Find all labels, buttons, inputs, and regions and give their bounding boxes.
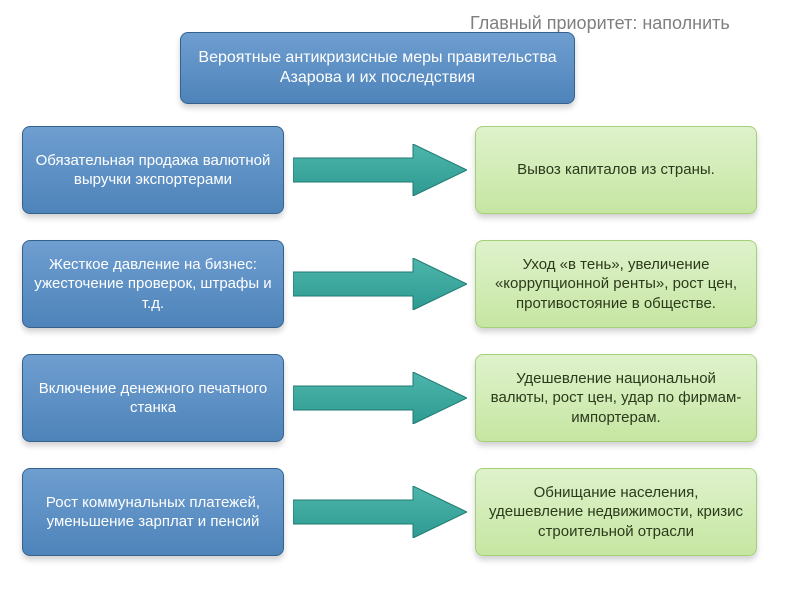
arrow-2	[293, 354, 467, 442]
header-box: Вероятные антикризисные меры правительст…	[180, 32, 575, 104]
right-box-3: Обнищание населения, удешевление недвижи…	[475, 468, 757, 556]
right-box-1: Уход «в тень», увеличение «коррупционной…	[475, 240, 757, 328]
left-column: Обязательная продажа валютной выручки эк…	[22, 126, 284, 556]
left-box-0: Обязательная продажа валютной выручки эк…	[22, 126, 284, 214]
right-box-2: Удешевление национальной валюты, рост це…	[475, 354, 757, 442]
right-column: Вывоз капиталов из страны. Уход «в тень»…	[475, 126, 757, 556]
left-box-1: Жесткое давление на бизнес: ужесточение …	[22, 240, 284, 328]
right-box-0: Вывоз капиталов из страны.	[475, 126, 757, 214]
left-box-3: Рост коммунальных платежей, уменьшение з…	[22, 468, 284, 556]
left-box-2: Включение денежного печатного станка	[22, 354, 284, 442]
arrow-3	[293, 468, 467, 556]
arrow-0	[293, 126, 467, 214]
arrows-column	[293, 126, 467, 556]
arrow-1	[293, 240, 467, 328]
